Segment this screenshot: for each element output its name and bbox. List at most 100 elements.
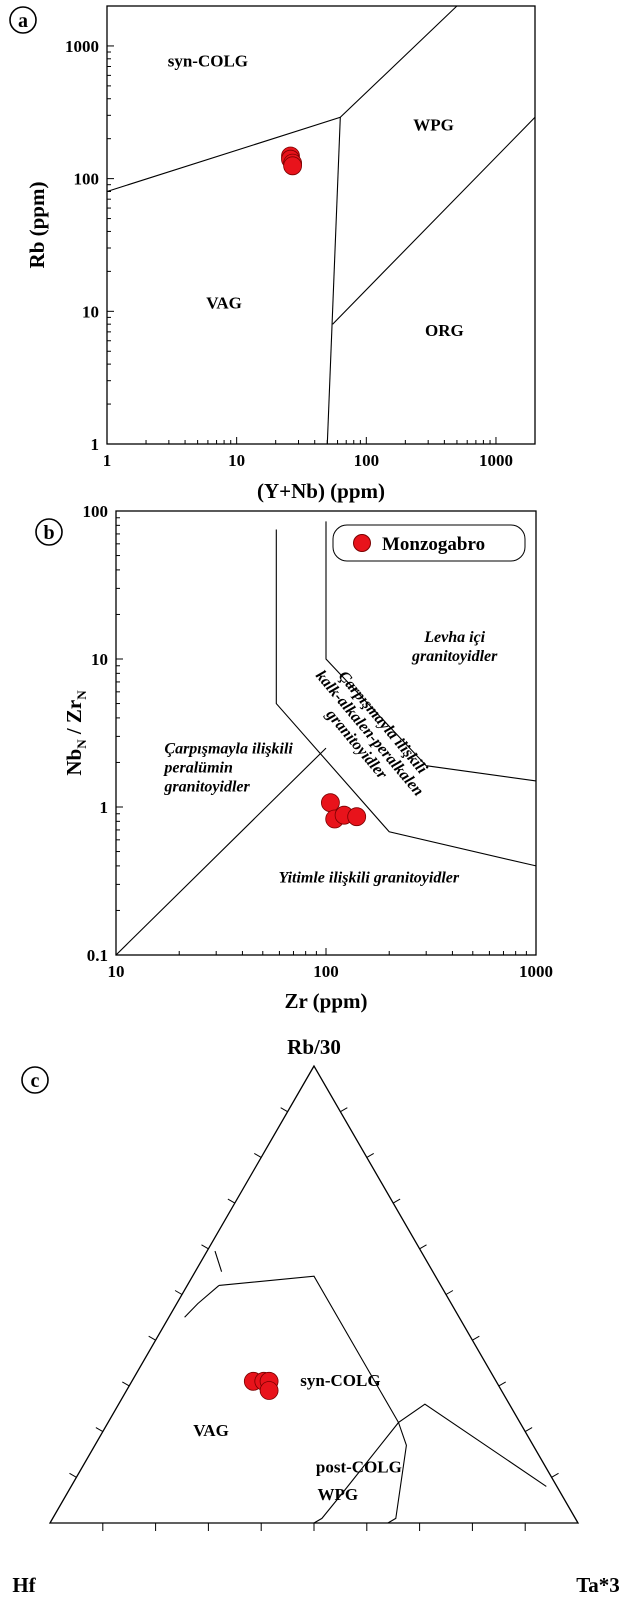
c-boundary-4	[214, 1250, 223, 1272]
ternary-tick	[174, 1290, 183, 1295]
panel-c-letter: c	[31, 1070, 40, 1092]
c-field-post-colg: post-COLG	[316, 1458, 402, 1477]
ternary-tick	[498, 1381, 506, 1387]
c-boundary-1	[313, 1422, 399, 1524]
panel-a-ylabel: Rb (ppm)	[25, 182, 49, 269]
panel-c-points	[243, 1371, 279, 1400]
legend-box	[332, 524, 526, 562]
y-tick-label-3: 1000	[65, 37, 99, 56]
a-data-point-3	[283, 156, 303, 176]
legend-marker	[353, 534, 371, 552]
ternary-tick	[366, 1152, 374, 1158]
y-tick-label-2: 100	[74, 170, 100, 189]
b-field-line: Levha içi	[423, 629, 485, 646]
c-field-syn-colg: syn-COLG	[300, 1371, 380, 1390]
ternary-tick	[201, 1244, 209, 1250]
y-tick-label-0: 0.1	[87, 946, 108, 965]
b-field-line: granitoyidler	[411, 648, 498, 665]
ternary-tick	[148, 1335, 156, 1341]
panel-b-legend: Monzogabro	[332, 524, 526, 562]
panel-a-frame	[106, 5, 536, 445]
ternary-tick	[472, 1335, 480, 1341]
panel-c-boundaries	[184, 1250, 547, 1524]
panel-a-tick-marks: 1 10 100 1000 1 10 100 1000	[65, 5, 536, 470]
x-tick-label-2: 1000	[519, 962, 553, 981]
ternary-tick	[340, 1107, 348, 1113]
apex-top-label: Rb/30	[287, 1035, 341, 1059]
y-tick-label-1: 1	[100, 798, 109, 817]
a-boundary-0	[106, 5, 458, 193]
b-boundary-2	[325, 521, 537, 782]
x-tick-label-1: 100	[313, 962, 339, 981]
b-field-line: Yitimle ilişkili granitoyidler	[279, 869, 460, 886]
y-tick-label-3: 100	[83, 502, 109, 521]
c-field-vag: VAG	[193, 1421, 229, 1440]
panel-b-ylabel: NbN / ZrN	[62, 690, 89, 776]
ternary-tick	[122, 1381, 130, 1387]
b-field-line: kalk-alkalen-peralkalen	[312, 667, 427, 799]
panel-a-badge	[9, 6, 37, 34]
a-boundary-2	[332, 116, 536, 325]
b-field-label-3: Çarpışmayla ilişkilikalk-alkalen-peralka…	[299, 657, 440, 811]
a-field-syn-colg: syn-COLG	[168, 51, 248, 70]
panel-b: b 10 100 1000 0.1 1 10 100 Levha içi granitoyid…	[35, 502, 554, 1013]
b-field-label-1: Çarpışmayla ilişkili peralümin granitoyidl…	[162, 741, 293, 796]
panel-a: a 1 10 100 1000 1 10 100 1000 syn-COLG WPG VAG ORG…	[9, 5, 536, 503]
y-tick-label-1: 10	[82, 302, 99, 321]
panel-c-field-labels: syn-COLG post-COLG VAG WPG	[193, 1371, 402, 1504]
a-field-wpg: WPG	[413, 116, 454, 135]
panel-c-tick-marks	[69, 1107, 559, 1531]
panel-a-boundaries	[106, 5, 536, 445]
ternary-tick	[445, 1290, 454, 1295]
ternary-tick	[254, 1152, 262, 1158]
x-tick-label-1: 10	[228, 451, 245, 470]
panel-b-xlabel: Zr (ppm)	[284, 989, 367, 1013]
panel-b-boundaries	[115, 521, 537, 956]
y-tick-label-0: 1	[91, 435, 100, 454]
b-field-line: granitoyidler	[163, 779, 250, 796]
panel-a-points	[281, 146, 303, 176]
a-field-org: ORG	[425, 321, 464, 340]
panel-b-points	[320, 793, 367, 829]
ternary-tick	[551, 1472, 559, 1478]
ternary-tick	[227, 1198, 236, 1204]
panel-b-badge	[35, 518, 63, 546]
x-tick-label-2: 100	[354, 451, 380, 470]
y-tick-label-2: 10	[91, 650, 108, 669]
x-tick-label-0: 1	[103, 451, 112, 470]
b-field-line: peralümin	[162, 760, 233, 777]
panel-a-xlabel: (Y+Nb) (ppm)	[257, 479, 385, 503]
ternary-tick	[392, 1198, 401, 1204]
ternary-tick	[69, 1472, 77, 1478]
x-tick-label-0: 10	[108, 962, 125, 981]
apex-left-label: Hf	[12, 1573, 36, 1597]
a-field-vag: VAG	[206, 294, 242, 313]
c-field-wpg: WPG	[317, 1485, 358, 1504]
c-data-point-3	[259, 1381, 279, 1400]
panel-a-field-labels: syn-COLG WPG VAG ORG	[168, 51, 464, 340]
panel-a-letter: a	[18, 10, 28, 32]
a-boundary-1	[326, 117, 341, 445]
panel-b-tick-marks: 10 100 1000 0.1 1 10 100	[83, 502, 554, 981]
ternary-tick	[419, 1244, 427, 1250]
b-boundary-1	[275, 529, 537, 867]
legend-label: Monzogabro	[382, 534, 485, 555]
b-data-point-0	[320, 793, 340, 813]
x-tick-label-3: 1000	[479, 451, 513, 470]
ternary-tick	[95, 1427, 104, 1433]
panel-c: c syn-COLG post-COLG VAG WPG Rb/30 Hf Ta*3	[12, 1035, 619, 1597]
panel-b-letter: b	[43, 522, 54, 544]
c-boundary-2	[387, 1422, 407, 1524]
ternary-tick	[280, 1107, 288, 1113]
ternary-tick	[524, 1427, 533, 1433]
apex-right-label: Ta*3	[576, 1573, 620, 1597]
c-boundary-3	[184, 1284, 220, 1318]
b-field-label-2: Yitimle ilişkili granitoyidler	[279, 869, 460, 886]
b-data-point-3	[347, 807, 367, 827]
panel-c-badge	[21, 1066, 49, 1094]
b-boundary-0	[115, 747, 327, 956]
b-field-label-0: Levha içi granitoyidler	[411, 629, 498, 665]
b-field-line: Çarpışmayla ilişkili	[164, 741, 293, 758]
